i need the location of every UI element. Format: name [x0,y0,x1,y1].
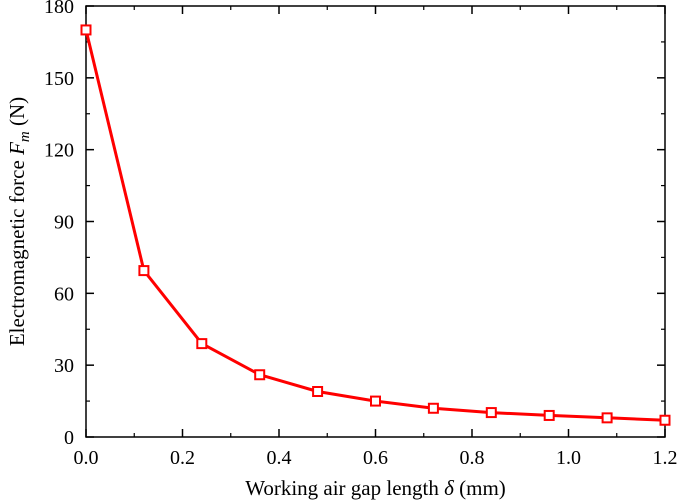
axis-ticks [85,5,666,438]
y-tick-label: 120 [44,140,74,162]
x-tick-label: 0.4 [267,447,292,469]
y-tick-label: 0 [64,427,74,449]
x-tick-label: 0.0 [74,447,99,469]
series-layer [80,24,671,426]
x-tick-label: 0.2 [170,447,195,469]
data-point-marker [312,386,324,398]
y-axis-label: Electromagnetic force Fm (N) [5,97,33,346]
y-tick-label: 150 [44,68,74,90]
y-tick-label: 90 [54,212,74,234]
x-tick-label: 1.2 [653,447,678,469]
series-line [84,29,666,422]
y-tick-label: 30 [54,355,74,377]
tick-labels: 0.0 0.2 0.4 0.6 0.8 1.0 1.2 0 30 60 90 120 150 180 [44,0,678,469]
data-point-marker [659,414,671,426]
x-tick-label: 0.6 [363,447,388,469]
x-axis-label: Working air gap length δ (mm) [245,476,506,500]
data-point-marker [138,265,150,277]
data-point-marker [196,338,208,350]
y-tick-label: 180 [44,0,74,18]
data-point-marker [485,407,497,419]
plot-frame [85,5,666,438]
x-tick-label: 0.8 [460,447,485,469]
data-point-marker [80,24,92,36]
data-point-marker [370,395,381,407]
data-point-marker [427,402,439,414]
y-tick-label: 60 [54,283,74,305]
data-point-marker [543,409,555,421]
x-tick-label: 1.0 [556,447,581,469]
data-point-marker [601,412,613,424]
data-point-marker [254,369,266,381]
